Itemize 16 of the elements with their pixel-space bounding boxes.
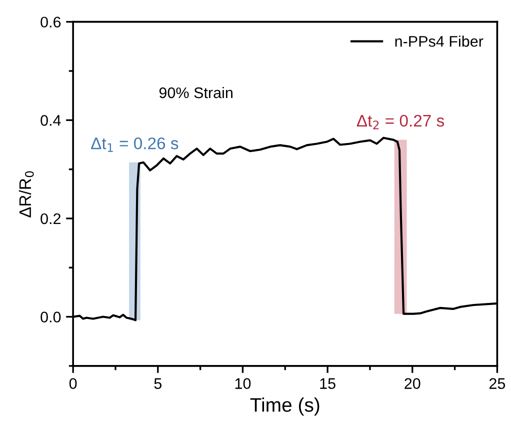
x-axis-title: Time (s) xyxy=(250,398,320,416)
x-tick-label: 20 xyxy=(404,378,420,389)
y-tick-label: 0.2 xyxy=(40,213,60,224)
band-label: Δt$_{2}$ = 0.27 s xyxy=(356,114,444,130)
y-tick-label: 0.4 xyxy=(40,115,61,126)
band-label: Δt$_{1}$ = 0.26 s xyxy=(91,137,178,152)
annotation: 90% Strain xyxy=(159,86,232,98)
x-tick-label: 15 xyxy=(320,378,336,389)
x-tick-label: 25 xyxy=(489,378,506,389)
y-tick-label: 0.0 xyxy=(40,312,61,322)
y-axis-title: ΔR/R$_{0}$ xyxy=(18,171,34,218)
x-tick-label: 5 xyxy=(154,378,162,389)
x-tick-label: 10 xyxy=(235,378,251,389)
legend-label: n-PPs4 Fiber xyxy=(395,36,484,47)
y-tick-label: 0.6 xyxy=(40,16,61,28)
x-tick-label: 0 xyxy=(69,378,77,389)
